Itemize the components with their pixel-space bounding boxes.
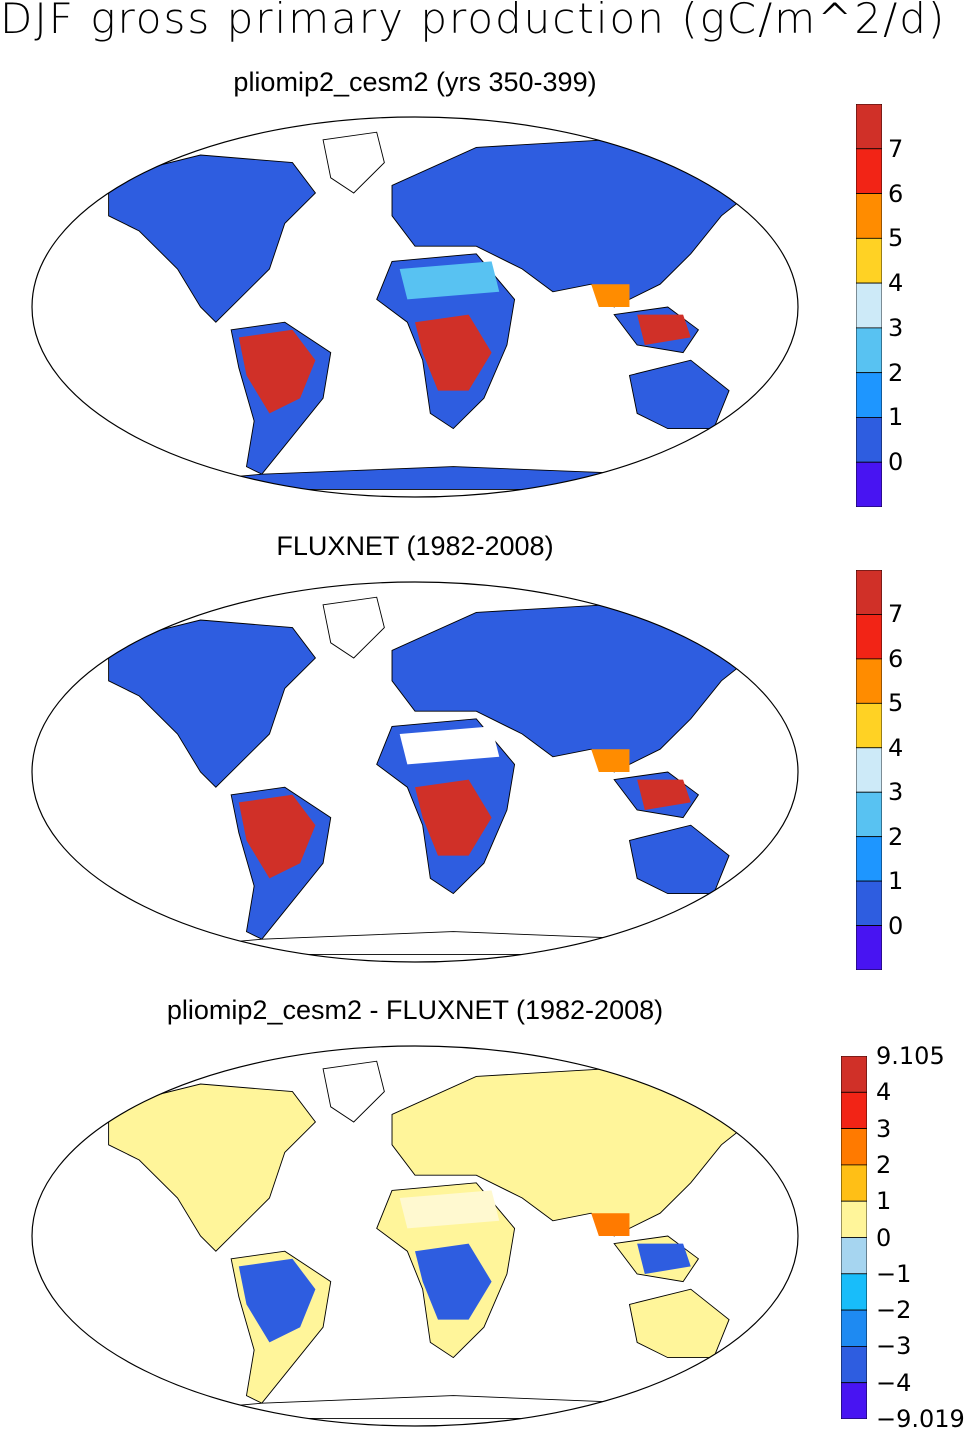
colorbar-label: −1: [876, 1259, 912, 1288]
tropical-region: [238, 329, 316, 414]
colorbar-label: 1: [888, 403, 904, 432]
tropical-region: [238, 1258, 316, 1343]
colorbar-label: 6: [888, 644, 904, 673]
colorbar-swatch: [841, 1091, 867, 1129]
colorbar-label: 4: [888, 269, 904, 298]
colorbar-label: 5: [888, 689, 904, 718]
map-border: [31, 1045, 799, 1427]
colorbar-swatch: [856, 148, 882, 194]
colorbar-label: 5: [888, 224, 904, 253]
colorbar-label: 2: [888, 822, 904, 851]
tropical-region: [637, 314, 691, 345]
map-border: [31, 116, 799, 498]
colorbar-label: −2: [876, 1296, 912, 1325]
asia-monsoon-region: [591, 284, 630, 307]
panel-title: FLUXNET (1982-2008): [276, 531, 554, 561]
land-greenland: [322, 1060, 385, 1123]
colorbar-label: 2: [876, 1150, 892, 1179]
colorbar-swatch: [856, 747, 882, 793]
colorbar-swatch: [856, 880, 882, 926]
colorbar-swatch: [856, 925, 882, 970]
colorbar-label: 4: [876, 1078, 892, 1107]
tropical-region: [238, 794, 316, 879]
colorbar-swatch: [841, 1237, 867, 1275]
colorbar-swatch: [841, 1309, 867, 1347]
colorbar-swatch: [856, 372, 882, 418]
colorbar-swatch: [856, 193, 882, 239]
asia-monsoon-region: [591, 749, 630, 772]
asia-monsoon-region: [591, 1213, 630, 1236]
land-northAmerica: [108, 1083, 317, 1252]
land-antarctica: [93, 1395, 753, 1419]
colorbar-swatch: [856, 658, 882, 704]
land-northAmerica: [108, 154, 317, 323]
colorbar-swatch: [841, 1200, 867, 1238]
colorbar-label: 2: [888, 358, 904, 387]
figure-title: DJF gross primary production (gC/m^2/d): [0, 0, 947, 43]
panel-title: pliomip2_cesm2 - FLUXNET (1982-2008): [166, 995, 664, 1025]
tropical-region: [415, 314, 492, 391]
colorbar-label: 0: [876, 1223, 892, 1252]
land-antarctica: [93, 466, 753, 490]
map-border: [31, 581, 799, 963]
colorbar-label: 7: [888, 134, 904, 163]
tropical-region: [415, 779, 492, 856]
colorbar-swatches: [856, 570, 882, 970]
colorbar: 7 6 5 4 3 2 1 0: [856, 104, 903, 507]
colorbar-label: −3: [876, 1332, 912, 1361]
colorbar-label: −9.019: [876, 1405, 965, 1433]
colorbar-label: 1: [888, 867, 904, 896]
colorbar-swatch: [841, 1273, 867, 1311]
panel-title: pliomip2_cesm2 (yrs 350-399): [233, 67, 597, 97]
colorbar-label: 4: [888, 733, 904, 762]
colorbar-swatch: [856, 282, 882, 329]
tropical-region: [415, 1243, 492, 1320]
colorbar-swatch: [841, 1164, 867, 1202]
colorbar-label: 6: [888, 179, 904, 208]
colorbar-label: 1: [876, 1187, 892, 1216]
colorbar-label: 3: [876, 1114, 892, 1143]
colorbar-label: 0: [888, 448, 904, 477]
colorbar-swatches: [856, 104, 882, 507]
sahara-region: [399, 726, 500, 765]
colorbar-swatch: [856, 237, 882, 284]
colorbar-swatch: [856, 327, 882, 374]
colorbar-swatch: [856, 702, 882, 749]
colorbar-label: 3: [888, 778, 904, 807]
land-northAmerica: [108, 619, 317, 788]
land-greenland: [322, 131, 385, 194]
colorbar-swatch: [856, 461, 882, 507]
colorbar-label: 9.105: [876, 1042, 945, 1070]
colorbar-swatch: [841, 1056, 867, 1093]
colorbar-swatch: [841, 1382, 867, 1419]
colorbar-label: 0: [888, 911, 904, 940]
colorbar-label: 7: [888, 600, 904, 629]
colorbar-swatch: [856, 104, 882, 150]
colorbar-swatches: [841, 1056, 867, 1419]
world-map: [31, 116, 799, 498]
colorbar-swatch: [856, 614, 882, 660]
sahara-region: [399, 261, 500, 300]
land-greenland: [322, 596, 385, 659]
world-map: [31, 1045, 799, 1427]
sahara-region: [399, 1190, 500, 1229]
land-antarctica: [93, 931, 753, 955]
tropical-region: [637, 1243, 691, 1274]
colorbar-label: 3: [888, 313, 904, 342]
colorbar-swatch: [841, 1345, 867, 1384]
colorbar-swatch: [856, 791, 882, 838]
colorbar-swatch: [856, 570, 882, 615]
world-map: [31, 581, 799, 963]
colorbar-swatch: [856, 836, 882, 882]
tropical-region: [637, 779, 691, 810]
colorbar: 7 6 5 4 3 2 1 0: [856, 570, 903, 970]
colorbar-swatch: [841, 1128, 867, 1166]
colorbar-label: −4: [876, 1368, 912, 1397]
colorbar: 9.105 4 3 2 1 0 −1 −2 −3 −4 −9.019: [841, 1044, 965, 1431]
colorbar-swatch: [856, 417, 882, 463]
